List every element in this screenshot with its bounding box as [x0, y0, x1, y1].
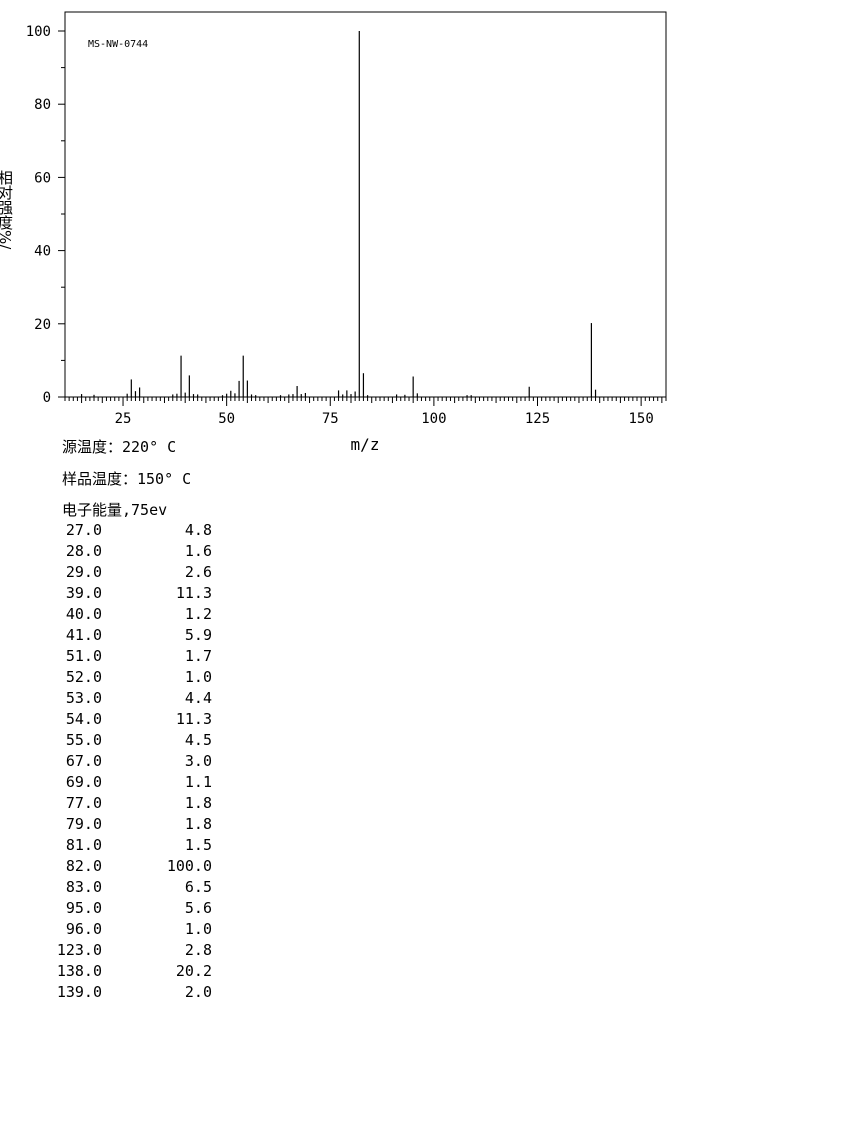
spectrum-code: MS-NW-0744: [88, 39, 148, 50]
electron-energy: 电子能量,75ev: [62, 501, 168, 519]
y-tick-label: 40: [34, 244, 51, 260]
peak-mz: 139.0: [56, 983, 102, 1001]
peak-intensity: 1.7: [184, 647, 212, 665]
peak-mz: 77.0: [65, 794, 102, 812]
peak-intensity: 1.2: [184, 605, 212, 623]
table-row: 51.0 1.7: [30, 646, 212, 667]
table-row: 40.0 1.2: [30, 604, 212, 625]
peak-intensity: 11.3: [175, 584, 212, 602]
table-row: 27.0 4.8: [30, 520, 212, 541]
x-tick-label: 150: [628, 411, 653, 427]
peak-mz: 67.0: [65, 752, 102, 770]
peak-intensity: 4.8: [184, 521, 212, 539]
peak-intensity: 2.8: [184, 941, 212, 959]
peak-intensity: 4.4: [184, 689, 212, 707]
peak-intensity: 6.5: [184, 878, 212, 896]
peak-mz: 51.0: [65, 647, 102, 665]
peak-intensity: 1.8: [184, 794, 212, 812]
peak-mz: 95.0: [65, 899, 102, 917]
peak-table: 27.0 4.8 28.0 1.6 29.0 2.6 39.0 11.3 40.0 1.2 41.0…: [30, 520, 212, 1003]
peak-mz: 138.0: [56, 962, 102, 980]
table-row: 83.0 6.5: [30, 877, 212, 898]
x-axis-label: m/z: [351, 435, 380, 454]
table-row: 53.0 4.4: [30, 688, 212, 709]
peak-mz: 29.0: [65, 563, 102, 581]
table-row: 41.0 5.9: [30, 625, 212, 646]
y-tick-label: 60: [34, 170, 51, 186]
peak-mz: 123.0: [56, 941, 102, 959]
peak-intensity: 11.3: [175, 710, 212, 728]
peak-mz: 54.0: [65, 710, 102, 728]
table-row: 123.0 2.8: [30, 940, 212, 961]
peak-mz: 81.0: [65, 836, 102, 854]
peak-mz: 82.0: [65, 857, 102, 875]
peak-intensity: 5.9: [184, 626, 212, 644]
x-tick-label: 100: [421, 411, 446, 427]
peak-mz: 28.0: [65, 542, 102, 560]
table-row: 95.0 5.6: [30, 898, 212, 919]
peak-mz: 40.0: [65, 605, 102, 623]
peak-mz: 41.0: [65, 626, 102, 644]
peak-mz: 52.0: [65, 668, 102, 686]
table-row: 69.0 1.1: [30, 772, 212, 793]
table-row: 54.0 11.3: [30, 709, 212, 730]
peak-mz: 53.0: [65, 689, 102, 707]
x-tick-label: 50: [218, 411, 235, 427]
peak-intensity: 100.0: [166, 857, 212, 875]
peak-mz: 39.0: [65, 584, 102, 602]
peak-intensity: 4.5: [184, 731, 212, 749]
peak-intensity: 1.8: [184, 815, 212, 833]
peak-intensity: 1.5: [184, 836, 212, 854]
table-row: 96.0 1.0: [30, 919, 212, 940]
table-row: 79.0 1.8: [30, 814, 212, 835]
y-tick-label: 80: [34, 97, 51, 113]
table-row: 138.0 20.2: [30, 961, 212, 982]
peak-mz: 27.0: [65, 521, 102, 539]
table-row: 67.0 3.0: [30, 751, 212, 772]
y-tick-label: 100: [26, 24, 51, 40]
sample-temperature: 样品温度：150° C: [62, 470, 192, 488]
peak-intensity: 1.6: [184, 542, 212, 560]
peak-intensity: 20.2: [175, 962, 212, 980]
y-axis-label: 相对强度%/: [0, 170, 14, 250]
peak-mz: 55.0: [65, 731, 102, 749]
peak-mz: 79.0: [65, 815, 102, 833]
x-tick-label: 75: [322, 411, 339, 427]
table-row: 28.0 1.6: [30, 541, 212, 562]
table-row: 55.0 4.5: [30, 730, 212, 751]
peak-intensity: 1.0: [184, 920, 212, 938]
peak-mz: 83.0: [65, 878, 102, 896]
table-row: 81.0 1.5: [30, 835, 212, 856]
peak-intensity: 1.1: [184, 773, 212, 791]
x-tick-label: 125: [525, 411, 550, 427]
x-tick-label: 25: [115, 411, 132, 427]
table-row: 77.0 1.8: [30, 793, 212, 814]
table-row: 29.0 2.6: [30, 562, 212, 583]
table-row: 39.0 11.3: [30, 583, 212, 604]
y-tick-label: 0: [43, 390, 51, 406]
peak-intensity: 2.0: [184, 983, 212, 1001]
peak-intensity: 1.0: [184, 668, 212, 686]
plot-frame: [64, 11, 667, 398]
peak-mz: 69.0: [65, 773, 102, 791]
source-temperature: 源温度：220° C: [62, 438, 177, 456]
peak-intensity: 3.0: [184, 752, 212, 770]
table-row: 139.0 2.0: [30, 982, 212, 1003]
peak-mz: 96.0: [65, 920, 102, 938]
table-row: 82.0 100.0: [30, 856, 212, 877]
y-tick-label: 20: [34, 317, 51, 333]
table-row: 52.0 1.0: [30, 667, 212, 688]
mass-spectrum-chart: MS-NW-0744 相对强度%/ m/z 0 20 40 60 80 100 25 50 75…: [0, 11, 667, 454]
peak-intensity: 5.6: [184, 899, 212, 917]
peak-intensity: 2.6: [184, 563, 212, 581]
